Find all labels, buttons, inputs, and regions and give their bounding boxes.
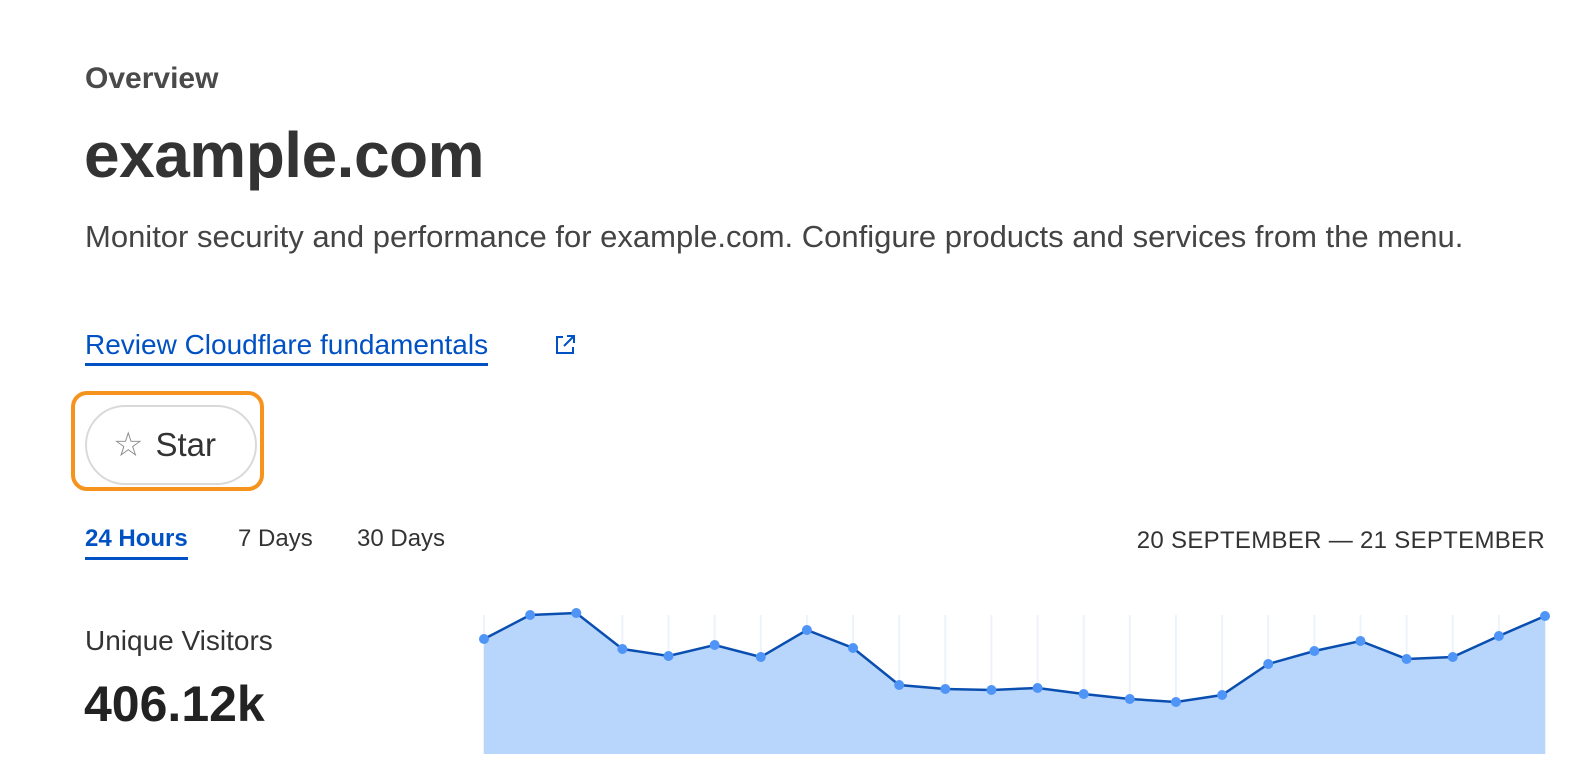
data-point	[617, 644, 628, 654]
data-point	[986, 685, 997, 695]
data-point	[663, 651, 674, 661]
data-point	[709, 640, 720, 650]
data-point	[1401, 654, 1412, 664]
visitors-chart	[479, 608, 1550, 754]
data-point	[894, 680, 905, 690]
area-fill	[484, 613, 1545, 754]
focus-ring	[71, 391, 264, 491]
tab-30-days[interactable]: 30 Days	[357, 525, 446, 552]
star-outline-icon: ☆	[113, 426, 144, 464]
date-range: 20 SEPTEMBER — 21 SEPTEMBER	[1136, 527, 1545, 554]
data-point	[755, 652, 766, 662]
data-point	[479, 634, 489, 644]
star-button[interactable]: ☆ Star	[85, 405, 257, 485]
data-point	[1078, 689, 1089, 699]
data-point	[940, 684, 951, 694]
external-link-icon[interactable]	[553, 333, 577, 357]
data-point	[571, 608, 582, 618]
fundamentals-link[interactable]: Review Cloudflare fundamentals	[85, 329, 489, 366]
data-point	[1355, 636, 1366, 646]
data-point	[1447, 652, 1458, 662]
data-point	[1217, 690, 1228, 700]
data-point	[1124, 694, 1135, 704]
page-eyebrow: Overview	[85, 62, 219, 95]
data-point	[1170, 697, 1181, 707]
data-point	[1032, 683, 1043, 693]
page-description: Monitor security and performance for exa…	[85, 219, 1464, 254]
data-point	[1263, 659, 1274, 669]
series-line	[483, 611, 1546, 704]
metric-label: Unique Visitors	[85, 625, 273, 656]
data-point	[525, 610, 536, 620]
page-title: example.com	[84, 119, 485, 191]
data-point	[848, 643, 859, 653]
star-label: Star	[155, 426, 217, 463]
tab-24-hours[interactable]: 24 Hours	[85, 525, 188, 560]
metric-value: 406.12k	[84, 676, 265, 732]
data-point	[1540, 611, 1550, 621]
data-point	[801, 625, 812, 635]
tab-7-days[interactable]: 7 Days	[238, 525, 313, 552]
data-point	[1309, 646, 1320, 656]
data-point	[1493, 631, 1504, 641]
